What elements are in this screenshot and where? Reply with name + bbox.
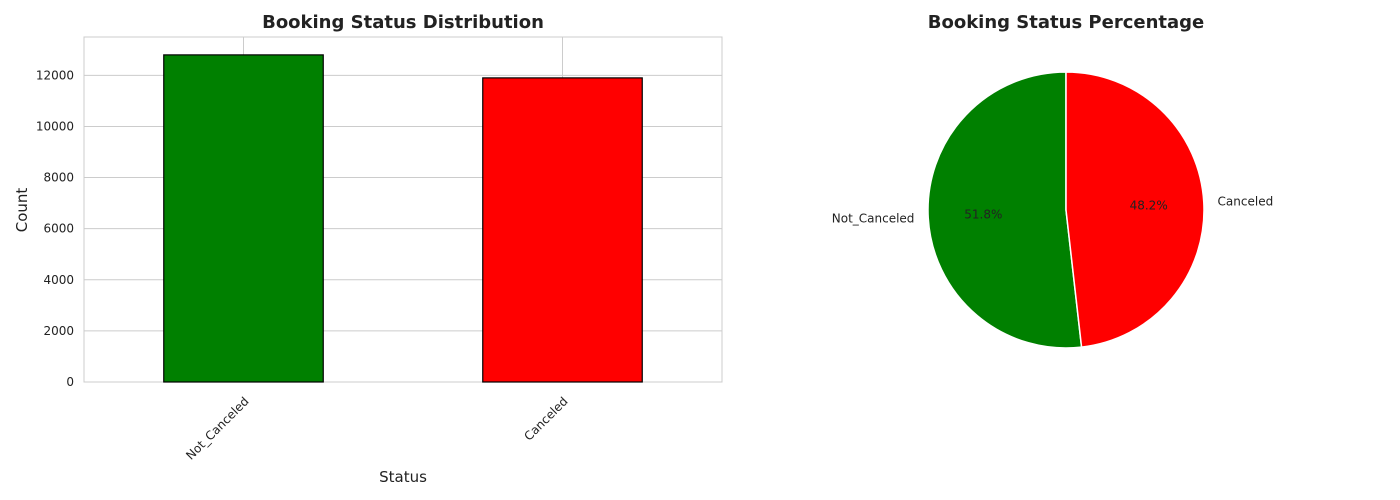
pie-labels: 51.8% Not_Canceled 48.2% Canceled xyxy=(832,194,1273,225)
y-tick-label: 8000 xyxy=(43,171,74,185)
pie-pct-label: 51.8% xyxy=(964,208,1002,222)
y-tick-label: 0 xyxy=(66,375,74,389)
y-tick-label: 4000 xyxy=(43,273,74,287)
x-tick-label: Not_Canceled xyxy=(183,394,251,462)
bar-y-axis-label: Count xyxy=(13,188,31,233)
bar-not-canceled xyxy=(163,54,324,383)
pie-chart: Booking Status Percentage 51.8% Not_Cance… xyxy=(832,12,1273,349)
y-tick-label: 2000 xyxy=(43,324,74,338)
pie-pct-label: 48.2% xyxy=(1130,198,1168,212)
bar-x-axis-label: Status xyxy=(379,468,427,486)
bar-x-ticks: Not_Canceled Canceled xyxy=(183,394,570,462)
bar-chart: Booking Status Distribution 0 2000 4000 600… xyxy=(13,12,723,486)
bar-series xyxy=(163,54,643,383)
pie-category-label: Canceled xyxy=(1218,194,1274,208)
pie-slice-not-canceled xyxy=(927,71,1083,349)
bar-canceled xyxy=(482,77,643,383)
y-tick-label: 6000 xyxy=(43,222,74,236)
pie-slices xyxy=(927,71,1205,349)
pie-chart-title: Booking Status Percentage xyxy=(928,12,1205,33)
bar-chart-title: Booking Status Distribution xyxy=(262,12,544,33)
pie-slice-canceled xyxy=(1065,71,1205,348)
pie-category-label: Not_Canceled xyxy=(832,212,915,226)
y-tick-label: 12000 xyxy=(36,68,74,82)
bar-y-ticks: 0 2000 4000 6000 8000 10000 12000 xyxy=(36,68,74,389)
y-tick-label: 10000 xyxy=(36,119,74,133)
x-tick-label: Canceled xyxy=(521,394,570,443)
